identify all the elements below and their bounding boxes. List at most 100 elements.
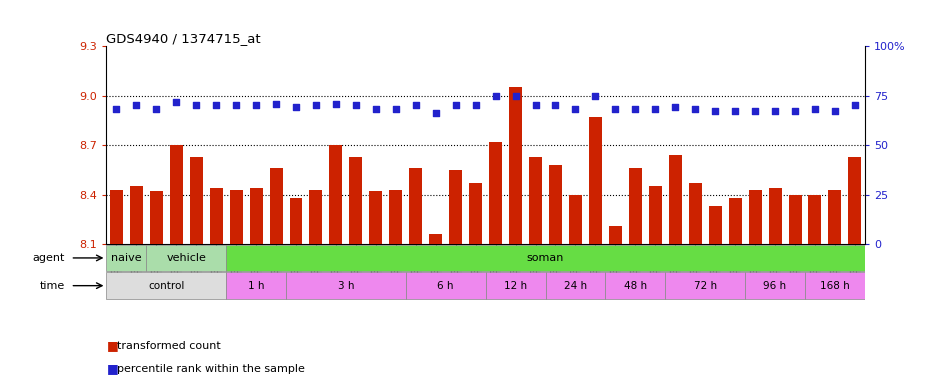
Bar xyxy=(250,188,263,244)
Text: 48 h: 48 h xyxy=(623,281,647,291)
Point xyxy=(428,110,443,116)
Text: 12 h: 12 h xyxy=(504,281,527,291)
Bar xyxy=(486,272,546,299)
Text: 6 h: 6 h xyxy=(438,281,454,291)
Point xyxy=(149,106,164,113)
Point xyxy=(549,103,563,109)
Bar xyxy=(746,272,805,299)
Text: 3 h: 3 h xyxy=(338,281,354,291)
Point xyxy=(368,106,383,113)
Bar xyxy=(788,195,801,244)
Bar xyxy=(286,272,406,299)
Point xyxy=(468,103,483,109)
Text: GDS4940 / 1374715_at: GDS4940 / 1374715_at xyxy=(106,32,261,45)
Text: 72 h: 72 h xyxy=(694,281,717,291)
Bar xyxy=(329,145,342,244)
Point xyxy=(588,93,603,99)
Bar xyxy=(290,198,302,244)
Point xyxy=(289,104,303,111)
Point xyxy=(648,106,662,113)
Bar xyxy=(406,272,486,299)
Point xyxy=(109,106,124,113)
Point xyxy=(408,103,423,109)
Point xyxy=(828,108,843,114)
Point xyxy=(668,104,683,111)
Bar xyxy=(469,183,482,244)
Bar xyxy=(489,142,502,244)
Point xyxy=(328,101,343,107)
Bar xyxy=(106,272,226,299)
Point xyxy=(309,103,324,109)
Bar xyxy=(350,157,363,244)
Point xyxy=(608,106,623,113)
Bar xyxy=(130,186,142,244)
Point xyxy=(189,103,204,109)
Text: 24 h: 24 h xyxy=(564,281,587,291)
Bar xyxy=(848,157,861,244)
Point xyxy=(847,103,862,109)
Point xyxy=(768,108,783,114)
Text: ■: ■ xyxy=(106,362,118,375)
Bar xyxy=(226,272,286,299)
Text: percentile rank within the sample: percentile rank within the sample xyxy=(117,364,305,374)
Bar xyxy=(106,245,146,271)
Point xyxy=(528,103,543,109)
Bar xyxy=(429,234,442,244)
Bar xyxy=(546,272,605,299)
Point xyxy=(129,103,143,109)
Bar xyxy=(648,186,661,244)
Bar xyxy=(609,226,622,244)
Text: naive: naive xyxy=(111,253,142,263)
Bar xyxy=(709,206,722,244)
Bar xyxy=(589,117,602,244)
Bar xyxy=(269,168,282,244)
Point xyxy=(728,108,743,114)
Text: agent: agent xyxy=(32,253,65,263)
Bar xyxy=(409,168,422,244)
Point xyxy=(268,101,283,107)
Bar xyxy=(529,157,542,244)
Point xyxy=(388,106,403,113)
Point xyxy=(169,98,184,104)
Text: ■: ■ xyxy=(106,339,118,352)
Bar xyxy=(569,195,582,244)
Bar xyxy=(805,272,865,299)
Bar xyxy=(509,87,522,244)
Point xyxy=(449,103,463,109)
Bar xyxy=(369,191,382,244)
Bar xyxy=(549,165,562,244)
Bar xyxy=(226,245,865,271)
Text: transformed count: transformed count xyxy=(117,341,221,351)
Point xyxy=(488,93,503,99)
Point xyxy=(747,108,762,114)
Bar xyxy=(146,245,226,271)
Point xyxy=(349,103,364,109)
Bar xyxy=(110,190,123,244)
Point xyxy=(708,108,722,114)
Point xyxy=(228,103,243,109)
Text: soman: soman xyxy=(527,253,564,263)
Point xyxy=(787,108,802,114)
Bar xyxy=(629,168,642,244)
Text: control: control xyxy=(148,281,184,291)
Text: 1 h: 1 h xyxy=(248,281,265,291)
Bar xyxy=(689,183,702,244)
Bar xyxy=(450,170,462,244)
Bar xyxy=(829,190,842,244)
Bar xyxy=(229,190,242,244)
Bar xyxy=(769,188,782,244)
Point xyxy=(209,103,224,109)
Text: vehicle: vehicle xyxy=(166,253,206,263)
Bar xyxy=(669,155,682,244)
Bar xyxy=(150,191,163,244)
Bar xyxy=(210,188,223,244)
Point xyxy=(568,106,583,113)
Point xyxy=(808,106,822,113)
Bar xyxy=(310,190,323,244)
Bar xyxy=(665,272,746,299)
Bar xyxy=(389,190,402,244)
Bar xyxy=(748,190,761,244)
Text: 96 h: 96 h xyxy=(763,281,786,291)
Point xyxy=(249,103,264,109)
Point xyxy=(508,93,523,99)
